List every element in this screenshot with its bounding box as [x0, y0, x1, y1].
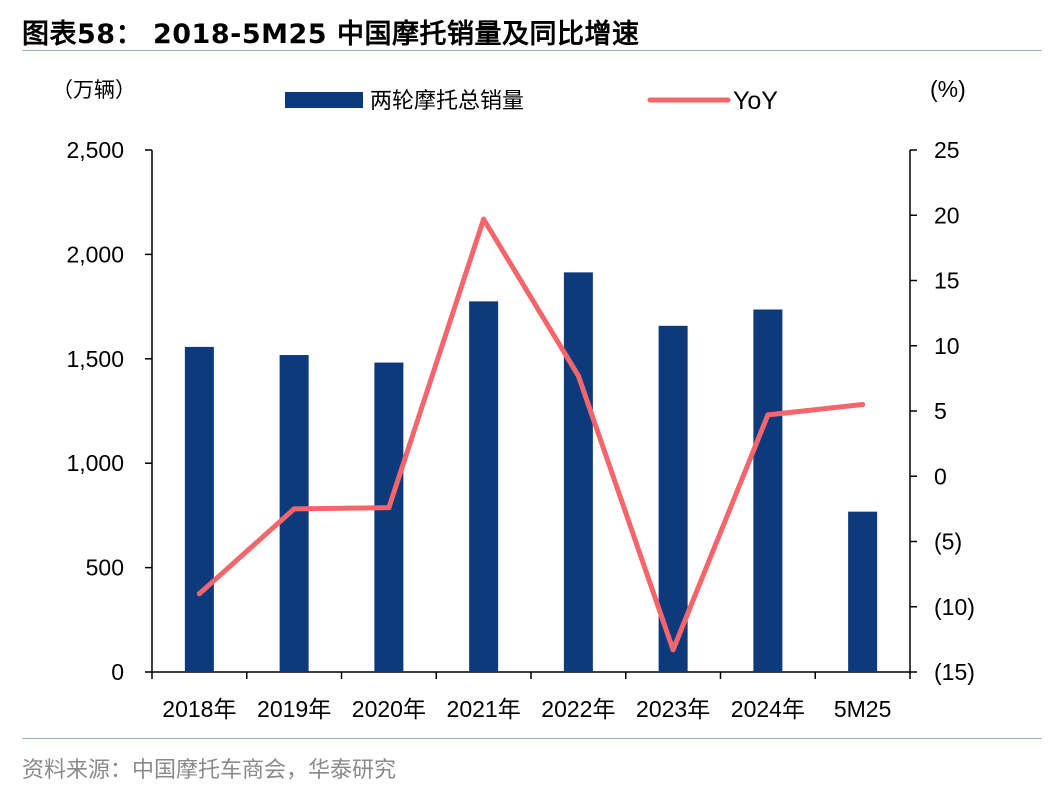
- yoy-point: [670, 647, 676, 653]
- x-axis-tick-label: 2019年: [257, 696, 331, 722]
- x-axis-tick-label: 2021年: [447, 696, 521, 722]
- bar-sales: [279, 355, 309, 672]
- left-axis-tick-label: 1,000: [66, 450, 124, 476]
- left-axis-tick-label: 0: [111, 659, 124, 685]
- footer-divider: [22, 738, 1042, 739]
- left-axis-unit: （万辆）: [52, 78, 136, 102]
- yoy-line: [196, 216, 866, 653]
- right-axis-tick-label: 25: [934, 137, 960, 163]
- legend-label-sales: 两轮摩托总销量: [370, 89, 524, 114]
- right-axis-tick-label: (15): [934, 659, 975, 685]
- right-axis-tick-label: 20: [934, 202, 960, 228]
- legend-swatch-bar: [285, 92, 363, 108]
- combo-chart: 0 500 1,000 1,500 2,000 2,500 (15) (10) (5) 0 5 10 1…: [52, 76, 975, 722]
- right-axis-unit: (%): [930, 76, 966, 102]
- bar-sales: [374, 362, 404, 672]
- legend-label-yoy: YoY: [733, 87, 778, 115]
- yoy-point: [196, 591, 202, 597]
- right-axis-tick-label: (5): [934, 529, 962, 555]
- x-axis-tick-label: 2024年: [731, 696, 805, 722]
- yoy-point: [386, 505, 392, 511]
- right-axis-tick-label: 10: [934, 333, 960, 359]
- x-axis-tick-label: 2023年: [636, 696, 710, 722]
- chart-title: 图表58： 2018-5M25 中国摩托销量及同比增速: [22, 19, 640, 50]
- yoy-point: [575, 373, 581, 379]
- x-axis-tick-label: 5M25: [834, 696, 892, 722]
- bar-sales: [184, 346, 214, 672]
- bar-sales: [848, 511, 878, 672]
- right-axis-tick-label: (10): [934, 594, 975, 620]
- x-axis-tick-label: 2022年: [541, 696, 615, 722]
- right-axis-tick-label: 15: [934, 268, 960, 294]
- bar-sales: [563, 272, 593, 672]
- left-axis-tick-label: 2,000: [66, 241, 124, 267]
- right-axis-tick-label: 0: [934, 463, 947, 489]
- x-axis-tick-label: 2018年: [162, 696, 236, 722]
- bar-sales: [469, 301, 499, 672]
- yoy-point: [481, 216, 487, 222]
- left-axis-tick-label: 1,500: [66, 346, 124, 372]
- source-note: 资料来源：中国摩托车商会，华泰研究: [22, 758, 397, 783]
- left-axis-tick-label: 2,500: [66, 137, 124, 163]
- yoy-point: [291, 506, 297, 512]
- left-axis-tick-label: 500: [86, 555, 124, 581]
- yoy-point: [860, 401, 866, 407]
- title-divider: [22, 50, 1042, 51]
- bar-sales: [753, 309, 783, 672]
- right-axis-tick-label: 5: [934, 398, 947, 424]
- yoy-point: [765, 412, 771, 418]
- x-axis-tick-label: 2020年: [352, 696, 426, 722]
